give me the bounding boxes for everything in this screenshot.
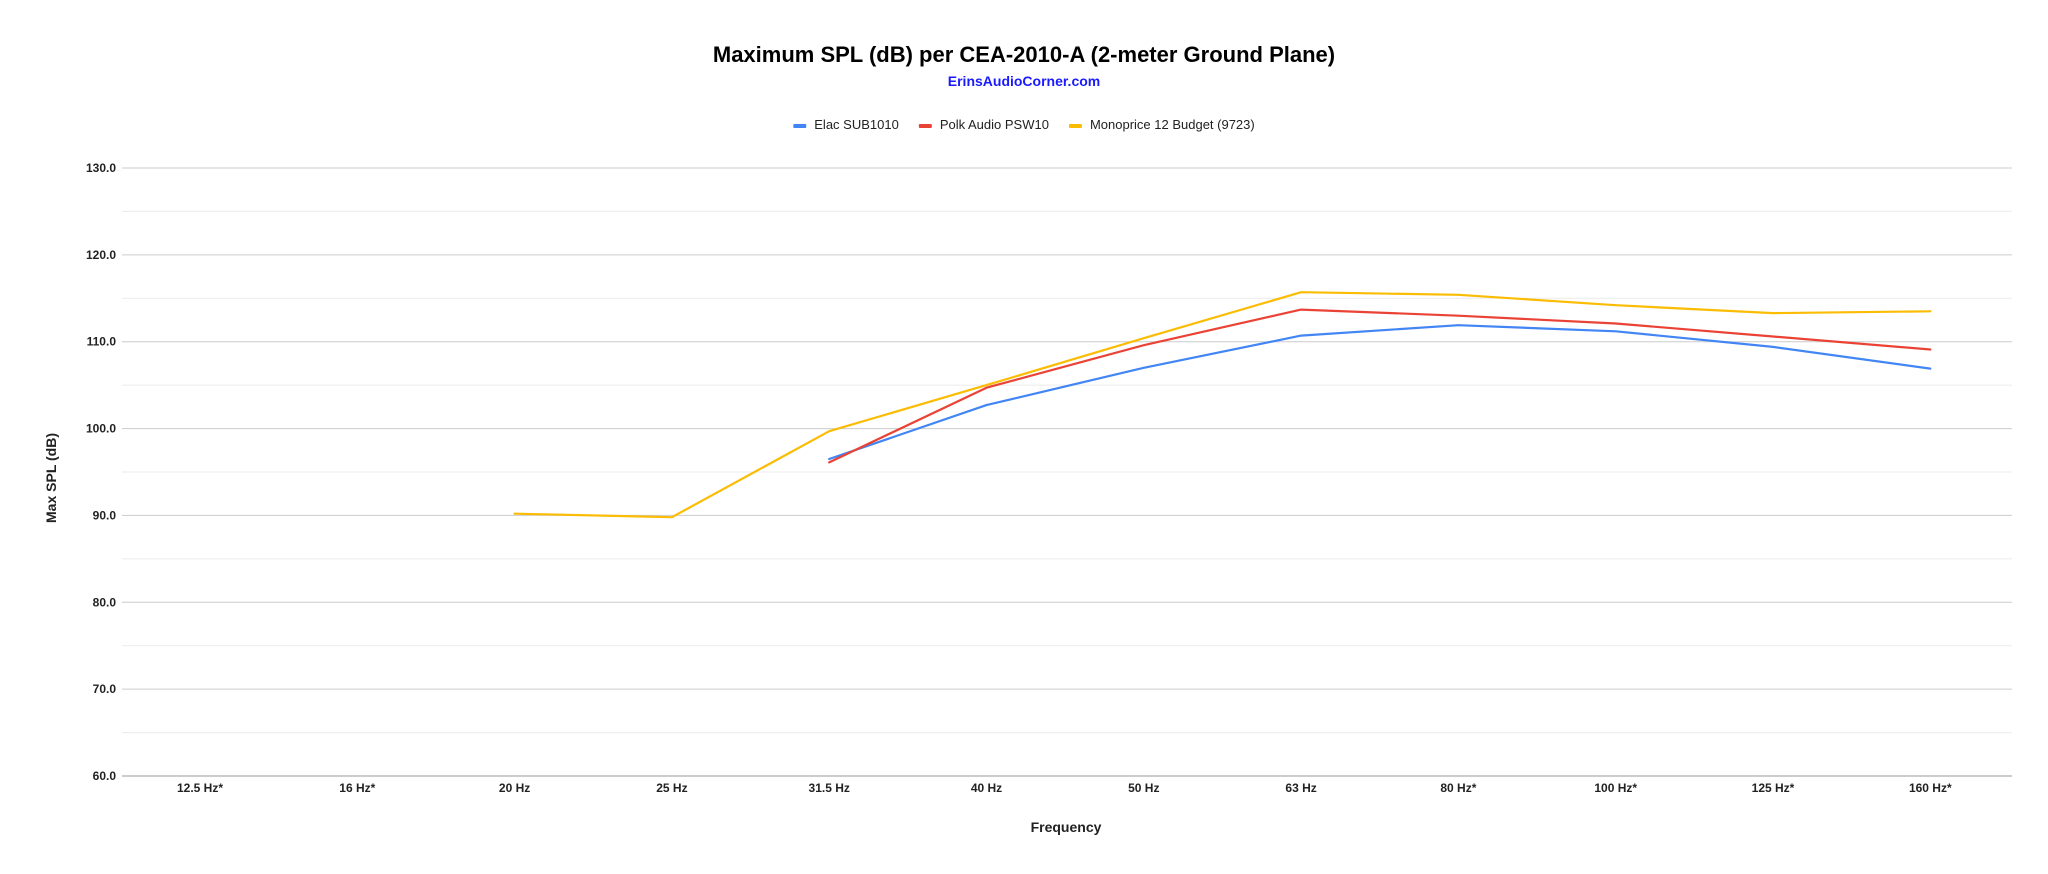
series-line-1 xyxy=(828,324,1932,461)
series-line-2 xyxy=(828,308,1932,464)
x-tick-label: 50 Hz xyxy=(1128,781,1159,795)
legend-swatch xyxy=(793,124,807,128)
x-tick-label: 31.5 Hz xyxy=(809,781,850,795)
x-tick-label: 125 Hz* xyxy=(1752,781,1795,795)
y-axis-ticks: 60.0 70.0 80.0 90.0 100.0 110.0 120.0 130.0 xyxy=(86,161,116,783)
legend-label: Monoprice 12 Budget (9723) xyxy=(1090,117,1255,132)
y-tick-label: 70.0 xyxy=(93,682,117,696)
x-axis-title: Frequency xyxy=(1031,819,1102,835)
legend-label: Polk Audio PSW10 xyxy=(940,117,1049,132)
x-axis-ticks: 12.5 Hz* 16 Hz* 20 Hz 25 Hz 31.5 Hz 40 Hz 50 H… xyxy=(177,781,1952,795)
series-group xyxy=(513,291,1932,519)
legend-label: Elac SUB1010 xyxy=(814,117,899,132)
y-tick-label: 60.0 xyxy=(93,769,117,783)
x-tick-label: 20 Hz xyxy=(499,781,530,795)
x-tick-label: 12.5 Hz* xyxy=(177,781,223,795)
x-tick-label: 100 Hz* xyxy=(1594,781,1637,795)
legend-item: Polk Audio PSW10 xyxy=(918,117,1049,132)
y-tick-label: 110.0 xyxy=(87,335,117,349)
x-tick-label: 25 Hz xyxy=(656,781,687,795)
x-tick-label: 160 Hz* xyxy=(1909,781,1952,795)
legend-swatch xyxy=(918,124,932,128)
x-tick-label: 16 Hz* xyxy=(339,781,375,795)
legend-swatch xyxy=(1068,124,1082,128)
y-tick-label: 80.0 xyxy=(93,595,117,609)
y-axis-title: Max SPL (dB) xyxy=(43,433,59,523)
legend: Elac SUB1010 Polk Audio PSW10 Monoprice 12… xyxy=(793,117,1255,132)
x-tick-label: 40 Hz xyxy=(971,781,1002,795)
y-tick-label: 100.0 xyxy=(86,422,116,436)
x-tick-label: 63 Hz xyxy=(1285,781,1316,795)
y-tick-label: 90.0 xyxy=(93,508,117,522)
grid xyxy=(122,167,2012,777)
legend-item: Elac SUB1010 xyxy=(793,117,899,132)
y-tick-label: 130.0 xyxy=(86,161,116,175)
chart-subtitle: ErinsAudioCorner.com xyxy=(948,73,1100,89)
y-tick-label: 120.0 xyxy=(86,248,116,262)
chart-title: Maximum SPL (dB) per CEA-2010-A (2-meter… xyxy=(713,42,1335,67)
legend-item: Monoprice 12 Budget (9723) xyxy=(1068,117,1255,132)
x-tick-label: 80 Hz* xyxy=(1440,781,1476,795)
series-line-3 xyxy=(513,291,1932,519)
